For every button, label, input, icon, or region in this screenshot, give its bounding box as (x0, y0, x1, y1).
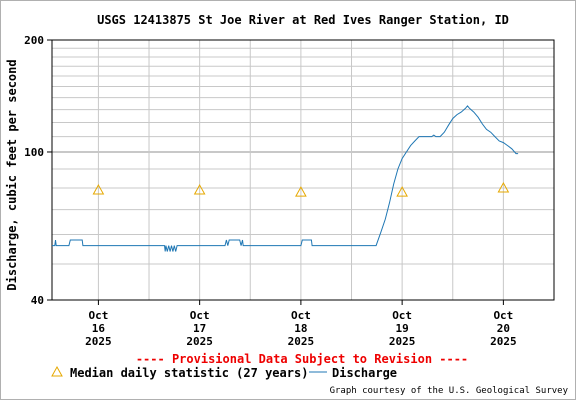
median-marker (193, 184, 206, 195)
x-tick-label: 2025 (288, 335, 315, 348)
plot-area-border (51, 39, 555, 301)
credit-text: Graph courtesy of the U.S. Geological Su… (330, 386, 569, 396)
y-ticks: 40 100 200 (24, 34, 52, 307)
x-tick-label: Oct (493, 309, 513, 322)
median-marker (396, 186, 408, 197)
x-tick-label: 2025 (490, 335, 517, 348)
x-tick-label: Oct (190, 309, 210, 322)
x-tick-label: 19 (396, 322, 409, 335)
provisional-data-note: ---- Provisional Data Subject to Revisio… (136, 352, 468, 366)
x-tick-label: Oct (88, 309, 108, 322)
x-tick-label: Oct (392, 309, 412, 322)
x-tick-label: 16 (92, 322, 106, 335)
legend-discharge-label: Discharge (332, 366, 397, 380)
legend-median-label: Median daily statistic (27 years) (70, 366, 308, 380)
median-marker (497, 181, 510, 193)
chart-title: USGS 12413875 St Joe River at Red Ives R… (97, 13, 509, 27)
x-tick-label: 18 (294, 322, 307, 335)
legend-median-marker (51, 365, 63, 377)
x-tick-label: 17 (193, 322, 206, 335)
y-tick-label: 200 (24, 34, 44, 47)
median-marker (92, 184, 105, 195)
y-tick-label: 100 (24, 146, 44, 159)
grid (52, 40, 554, 300)
discharge-line (52, 105, 519, 252)
x-tick-label: 2025 (389, 335, 416, 348)
x-tick-label: 2025 (85, 335, 112, 348)
y-tick-label: 40 (31, 294, 44, 307)
x-tick-label: Oct (291, 309, 311, 322)
x-tick-label: 2025 (186, 335, 213, 348)
y-axis-label: Discharge, cubic feet per second (5, 59, 19, 290)
legend: Median daily statistic (27 years) Discha… (51, 365, 397, 380)
x-ticks: Oct162025Oct172025Oct182025Oct192025Oct2… (85, 300, 517, 348)
median-marker (295, 186, 307, 197)
series (52, 105, 519, 252)
x-tick-label: 20 (497, 322, 510, 335)
